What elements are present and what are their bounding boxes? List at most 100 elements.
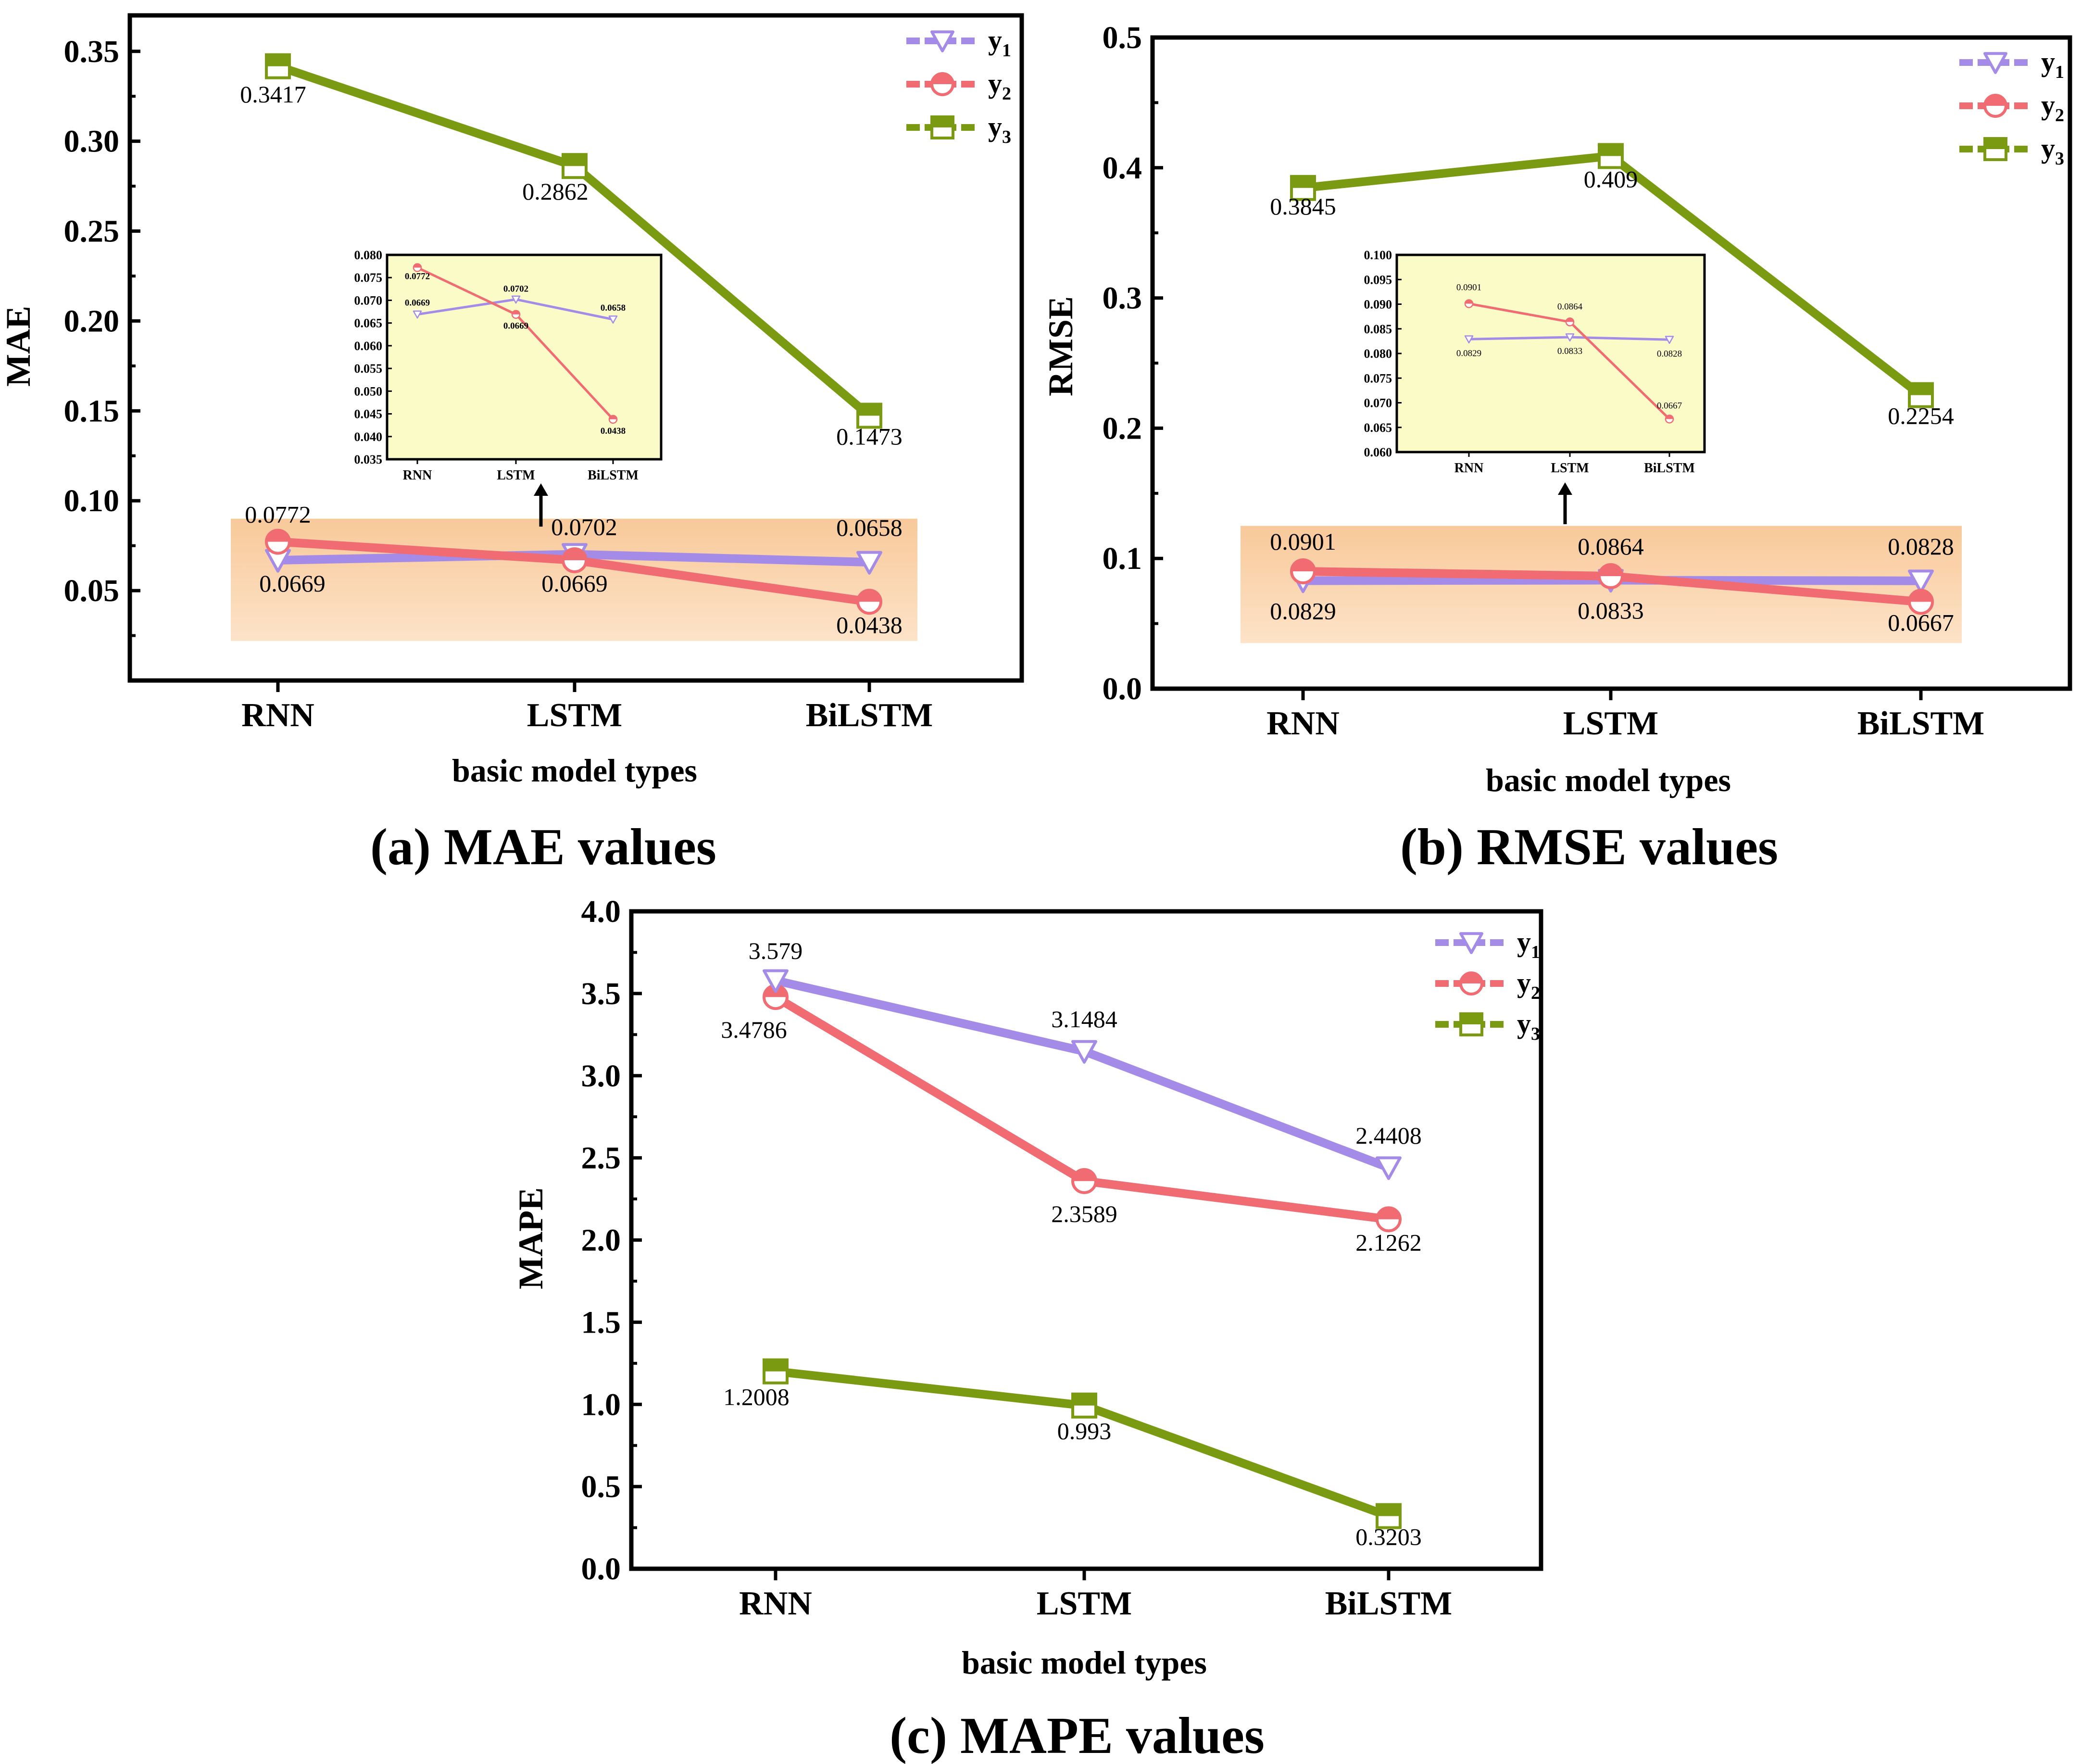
triangle-down-icon: [1983, 52, 2007, 74]
y-tick-label: 0.5: [581, 1469, 621, 1504]
y-tick-label: 0.3: [1103, 281, 1142, 316]
panel-rmse: 0.3845 0.409 0.2254 0.0829 0.0833 0.0828 0.090…: [1041, 20, 2072, 876]
y-tick-label: 1.0: [581, 1387, 621, 1422]
y-axis-title-rmse: RMSE: [1041, 296, 1080, 396]
x-axis-title-mape: basic model types: [962, 1644, 1207, 1681]
legend-label-base: y: [2041, 133, 2055, 164]
legend-label-sub: 1: [1002, 40, 1011, 61]
legend-label-base: y: [988, 25, 1002, 56]
legend-item-y3: y3: [1959, 133, 2064, 169]
triangle-down-icon: [1565, 333, 1575, 342]
triangle-down-icon: [763, 969, 789, 993]
legend-item-y3: y3: [906, 111, 1011, 147]
inset-data-label-y1: 0.0702: [503, 284, 528, 294]
caption-mae: (a) MAE values: [370, 819, 716, 876]
y-tick-label: 0.25: [64, 214, 120, 249]
y-tick-label: 0.15: [64, 393, 120, 428]
legend-item-y3: y3: [1435, 1008, 1540, 1044]
y-axis-title-mape: MAPE: [512, 1187, 550, 1289]
legend-label-sub: 3: [1531, 1024, 1540, 1044]
legend-item-y2: y2: [906, 68, 1011, 104]
inset-data-label-y1: 0.0833: [1557, 346, 1582, 356]
half-circle-fill: [563, 548, 586, 560]
x-axis-title-rmse: basic model types: [1486, 762, 1731, 798]
inset-data-point-y1: [1464, 335, 1474, 344]
legend-marker: [1983, 137, 2007, 161]
data-label-y3: 0.3203: [1355, 1524, 1422, 1550]
data-label-y1: 0.0658: [836, 514, 903, 541]
legend-label-base: y: [1517, 967, 1531, 998]
data-label-y2: 2.1262: [1355, 1229, 1422, 1256]
half-circle-fill: [1465, 300, 1473, 304]
inset-data-label-y1: 0.0669: [405, 298, 430, 308]
legend-label: y2: [1517, 967, 1540, 1003]
inset-x-tick-label: RNN: [1454, 461, 1484, 476]
half-square-fill: [858, 404, 881, 416]
triangle-down-icon: [1464, 335, 1474, 344]
legend-label: y1: [1517, 926, 1540, 962]
arrow-icon: [1558, 482, 1572, 524]
data-label-y2: 0.0772: [245, 501, 311, 528]
caption-mape: (c) MAPE values: [890, 1707, 1265, 1764]
triangle-down-icon: [1071, 1040, 1097, 1064]
half-square-fill: [1985, 139, 2006, 149]
inset-y-tick-label: 0.070: [1364, 396, 1392, 410]
inset-data-point-y2: [413, 263, 422, 272]
y-tick-label: 4.0: [581, 894, 621, 929]
data-point-y1-bilstm: [1376, 1156, 1402, 1180]
data-label-y3: 0.2862: [522, 178, 589, 205]
legend-item-y1: y1: [906, 25, 1011, 61]
inset-y-tick-label: 0.085: [1364, 322, 1392, 336]
legend-item-y2: y2: [1959, 89, 2064, 126]
legend-label: y3: [2041, 133, 2064, 169]
half-circle-fill: [932, 74, 953, 84]
data-point-y1-bilstm: [1908, 569, 1934, 593]
inset-data-label-y2: 0.0864: [1557, 302, 1583, 312]
triangle-down-icon: [608, 315, 618, 324]
half-circle-fill: [1666, 415, 1673, 419]
legend-marker: [1459, 932, 1483, 954]
legend-label: y3: [988, 111, 1011, 147]
inset-frame: [1395, 253, 1706, 454]
caption-rmse: (b) RMSE values: [1400, 819, 1778, 876]
data-point-y2-bilstm: [1908, 589, 1934, 615]
inset-data-label-y2: 0.0669: [503, 321, 528, 331]
data-point-y2-rnn: [1290, 558, 1316, 585]
inset-data-point-y1: [608, 315, 618, 324]
data-label-y2: 0.0438: [836, 611, 903, 638]
arrow-icon: [534, 483, 548, 527]
y-tick-label: 0.0: [581, 1551, 621, 1587]
data-point-y2-lstm: [1598, 563, 1624, 590]
half-square-fill: [1291, 176, 1315, 188]
data-point-y2-lstm: [562, 547, 588, 573]
inset-frame: [386, 253, 663, 461]
data-point-y3-lstm: [562, 153, 588, 179]
y-tick-label: 0.05: [64, 573, 120, 608]
x-tick-label: RNN: [241, 697, 314, 734]
y-tick-label: 2.5: [581, 1141, 621, 1176]
data-point-y1-rnn: [763, 969, 789, 993]
inset-data-label-y2: 0.0438: [601, 426, 626, 436]
inset-x-tick-label: LSTM: [1551, 461, 1589, 476]
data-label-y2: 0.0864: [1578, 533, 1644, 560]
y-tick-label: 0.20: [64, 303, 120, 339]
half-square-fill: [1377, 1504, 1400, 1516]
inset-x-tick-label: BiLSTM: [1644, 461, 1695, 476]
data-label-y3: 0.3417: [240, 81, 306, 108]
legend-item-y2: y2: [1435, 967, 1540, 1003]
triangle-down-icon: [930, 30, 954, 52]
y-tick-label: 2.0: [581, 1223, 621, 1258]
data-label-y2: 3.4786: [721, 1016, 787, 1043]
data-point-y3-bilstm: [856, 403, 882, 429]
data-point-y3-lstm: [1598, 143, 1624, 169]
y-tick-label: 0.30: [64, 124, 120, 159]
data-label-y3: 0.2254: [1888, 403, 1954, 429]
legend-marker: [1459, 1012, 1483, 1036]
data-label-y1: 3.1484: [1051, 1006, 1117, 1033]
data-label-y3: 1.2008: [723, 1384, 790, 1411]
data-label-y1: 3.579: [749, 937, 803, 964]
y-tick-label: 3.5: [581, 976, 621, 1011]
y-axis-title-mae: MAE: [0, 306, 38, 387]
half-circle-fill: [1985, 95, 2006, 106]
x-tick-label: LSTM: [1563, 705, 1658, 742]
